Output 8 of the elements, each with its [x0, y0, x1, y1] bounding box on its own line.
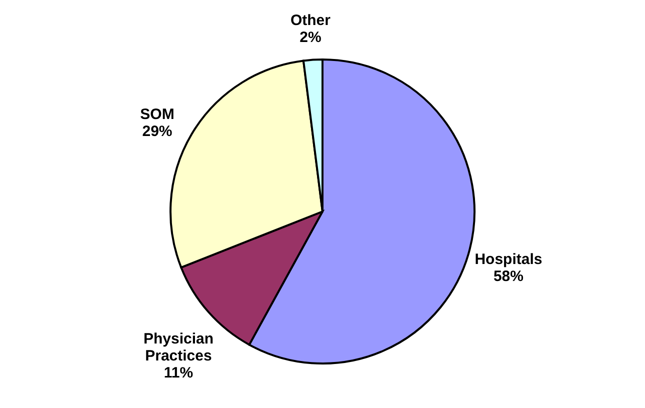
slice-label: Hospitals [474, 251, 542, 268]
slice-label: Physician Practices [143, 330, 214, 364]
slice-label: SOM [140, 106, 174, 123]
data-label: 2% [300, 28, 322, 46]
slice-label: Other [290, 12, 331, 29]
data-label: 29% [142, 122, 172, 140]
data-label: 58% [493, 268, 524, 286]
data-label: 11% [164, 364, 194, 382]
